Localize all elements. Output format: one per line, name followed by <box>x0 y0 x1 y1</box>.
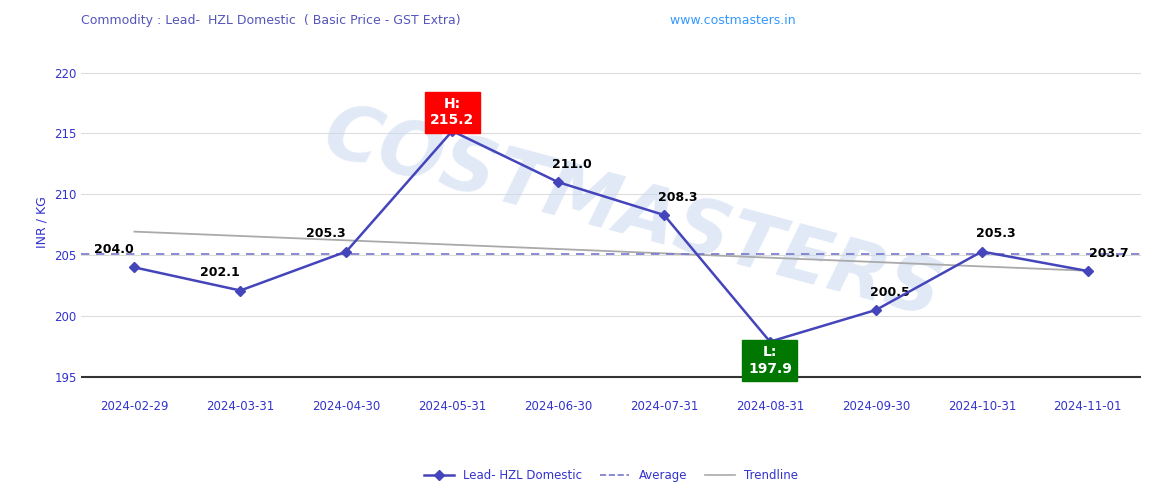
Text: Commodity : Lead-  HZL Domestic  ( Basic Price - GST Extra): Commodity : Lead- HZL Domestic ( Basic P… <box>81 14 461 27</box>
Text: 208.3: 208.3 <box>658 191 697 204</box>
Text: 200.5: 200.5 <box>870 286 910 299</box>
Text: www.costmasters.in: www.costmasters.in <box>658 14 795 27</box>
Y-axis label: INR / KG: INR / KG <box>36 196 49 248</box>
Legend: Lead- HZL Domestic, Average, Trendline: Lead- HZL Domestic, Average, Trendline <box>419 464 803 482</box>
Text: COSTMASTERS: COSTMASTERS <box>315 97 949 333</box>
Text: 202.1: 202.1 <box>200 267 240 280</box>
Text: 205.3: 205.3 <box>975 228 1015 241</box>
Text: H:
215.2: H: 215.2 <box>430 97 475 127</box>
Text: 203.7: 203.7 <box>1088 247 1128 260</box>
Text: 205.3: 205.3 <box>306 228 346 241</box>
Text: 204.0: 204.0 <box>94 243 134 256</box>
Text: L:
197.9: L: 197.9 <box>748 345 792 375</box>
Text: 211.0: 211.0 <box>552 158 592 171</box>
